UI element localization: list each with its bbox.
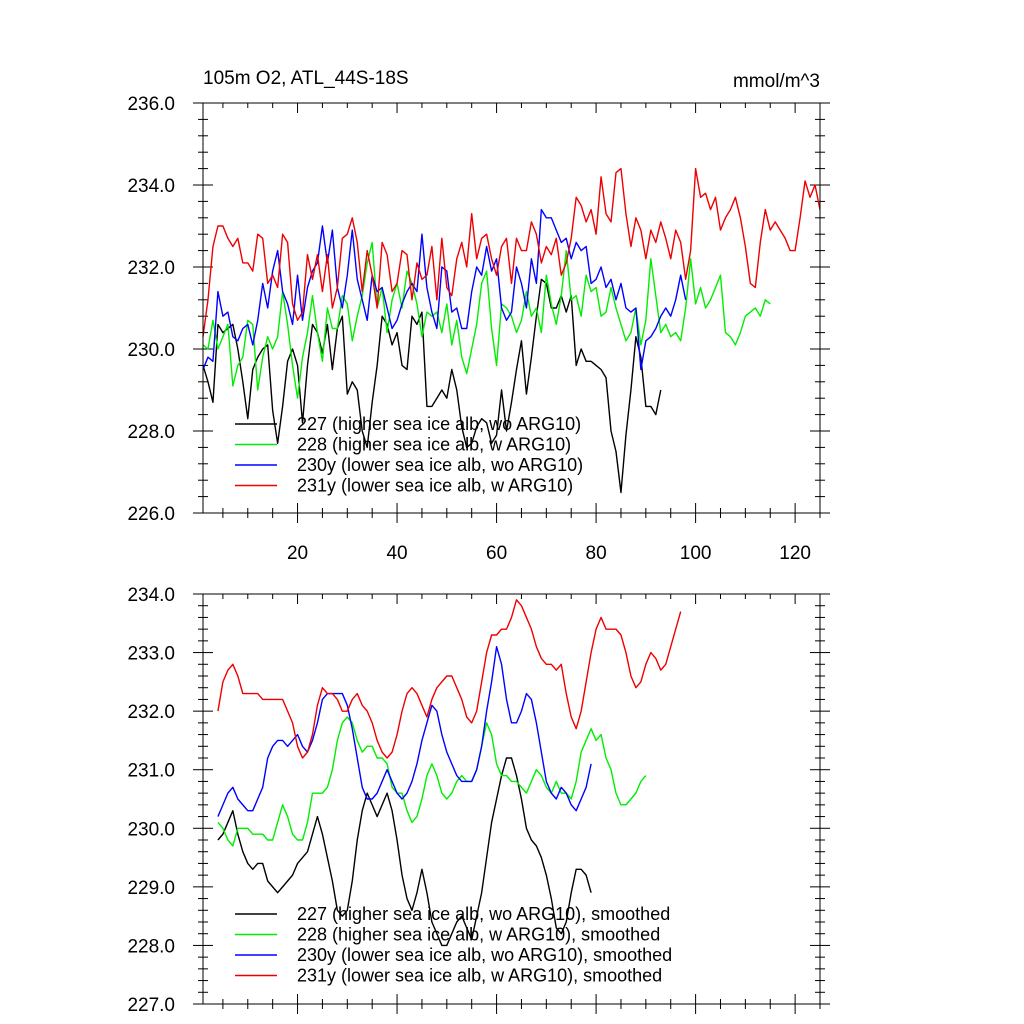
bottom-axes: 227.0 228.0 229.0 230.0 231.0 232.0 233.0 234.0 — [127, 585, 830, 1016]
top-legend: 227 (higher sea ice alb, wo ARG10)228 (h… — [235, 414, 583, 496]
y-tick-label: 231.0 — [127, 761, 175, 782]
series-line-2 — [217, 646, 592, 817]
y-tick-label: 226.0 — [127, 504, 175, 525]
legend-label-3: 231y (lower sea ice alb, w ARG10), smoot… — [297, 966, 662, 986]
legend-label-1: 228 (higher sea ice alb, w ARG10) — [297, 435, 571, 455]
legend-label-3: 231y (lower sea ice alb, w ARG10) — [297, 476, 573, 496]
y-tick-label: 228.0 — [127, 936, 175, 957]
x-tick-label: 80 — [586, 543, 607, 564]
top-chart-units: mmol/m^3 — [733, 71, 820, 92]
y-tick-label: 234.0 — [127, 176, 175, 197]
legend-label-0: 227 (higher sea ice alb, wo ARG10) — [297, 414, 581, 434]
legend-label-0: 227 (higher sea ice alb, wo ARG10), smoo… — [297, 904, 670, 924]
bottom-plot-frame — [202, 593, 821, 1005]
bottom-panel: 227.0 228.0 229.0 230.0 231.0 232.0 233.0 234.0… — [127, 585, 830, 1016]
top-chart-title: 105m O2, ATL_44S-18S — [203, 68, 409, 89]
y-tick-label: 233.0 — [127, 644, 175, 665]
top-axes: 20 40 60 80 100 120 226.0 228.0 230.0 232.0 234.0 2… — [127, 94, 830, 564]
series-line-1 — [202, 241, 771, 399]
y-tick-label: 229.0 — [127, 878, 175, 899]
x-tick-label: 20 — [287, 543, 308, 564]
legend-label-2: 230y (lower sea ice alb, wo ARG10), smoo… — [297, 945, 672, 965]
top-panel: 105m O2, ATL_44S-18S mmol/m^3 20 40 60 80 10… — [127, 68, 830, 564]
bottom-series-group — [217, 599, 682, 947]
legend-label-1: 228 (higher sea ice alb, w ARG10), smoot… — [297, 925, 660, 945]
y-tick-label: 232.0 — [127, 258, 175, 279]
legend-label-2: 230y (lower sea ice alb, wo ARG10) — [297, 455, 583, 475]
y-tick-label: 228.0 — [127, 422, 175, 443]
series-line-2 — [202, 208, 687, 371]
y-tick-label: 227.0 — [127, 995, 175, 1016]
series-line-1 — [217, 716, 647, 847]
y-tick-label: 234.0 — [127, 585, 175, 606]
y-tick-label: 232.0 — [127, 702, 175, 723]
bottom-legend: 227 (higher sea ice alb, wo ARG10), smoo… — [235, 904, 672, 986]
x-tick-label: 120 — [779, 543, 811, 564]
top-plot-frame — [202, 102, 821, 514]
series-line-3 — [217, 599, 682, 759]
top-series-group — [202, 167, 821, 494]
series-line-0 — [202, 278, 662, 494]
series-line-0 — [217, 757, 592, 947]
y-tick-label: 230.0 — [127, 819, 175, 840]
x-tick-label: 60 — [486, 543, 507, 564]
x-tick-label: 40 — [386, 543, 407, 564]
x-tick-label: 100 — [680, 543, 712, 564]
y-tick-label: 236.0 — [127, 94, 175, 115]
y-tick-label: 230.0 — [127, 340, 175, 361]
series-line-3 — [202, 167, 821, 337]
